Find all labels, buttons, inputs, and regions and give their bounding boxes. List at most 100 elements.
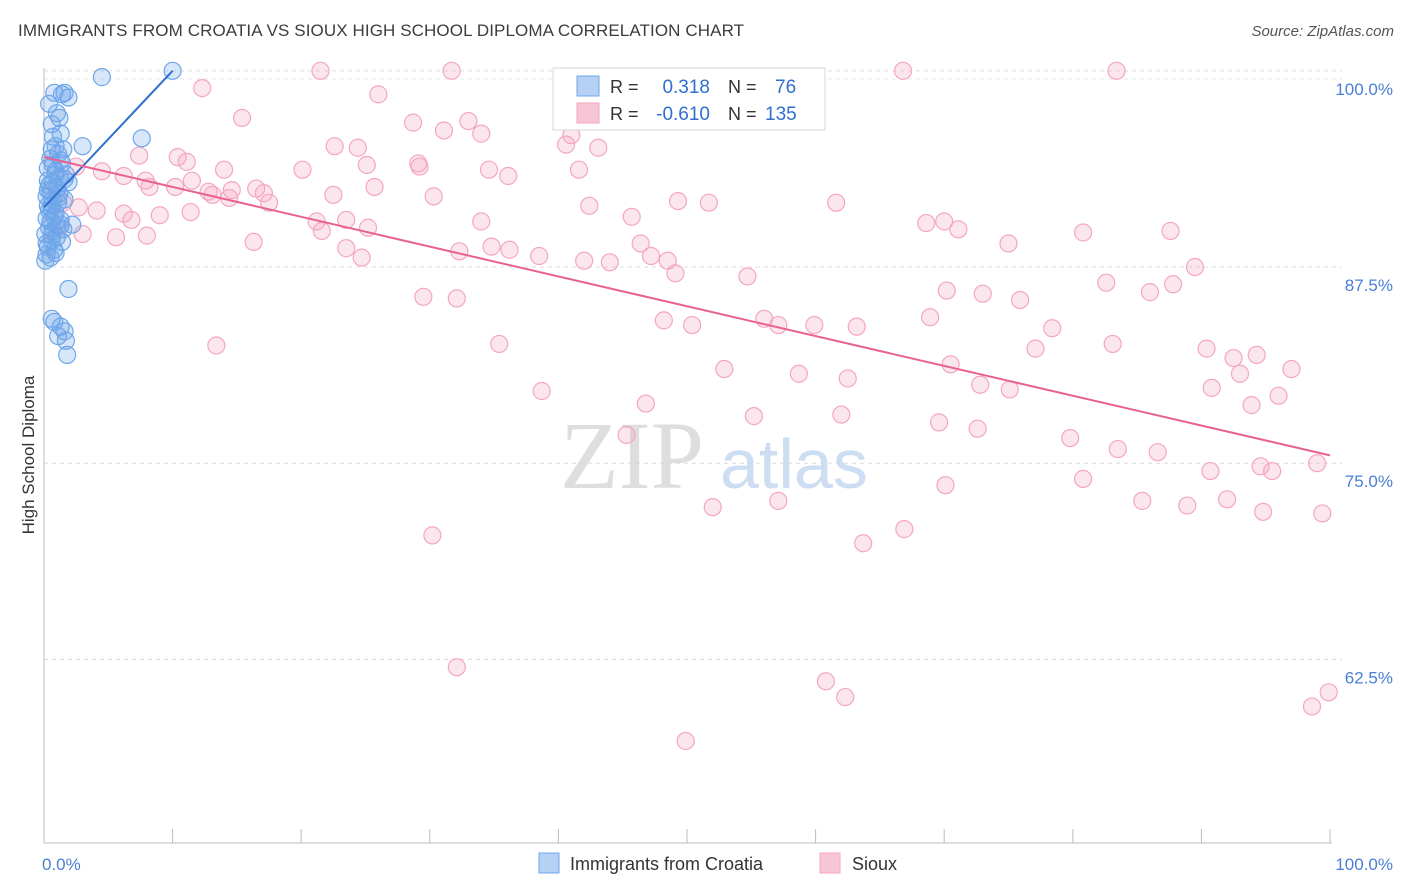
sioux-point [1103, 334, 1122, 354]
sioux-point [1251, 457, 1270, 476]
sioux-point [805, 315, 824, 335]
sioux-point [337, 239, 356, 258]
sioux-point [1140, 283, 1160, 302]
sioux-point [683, 315, 702, 335]
sioux-point [369, 85, 388, 104]
sioux-point [941, 355, 960, 374]
sioux-point [557, 135, 576, 154]
sioux-point [214, 160, 234, 179]
y-axis-label: High School Diploma [19, 375, 38, 534]
y-tick-label: 62.5% [1345, 668, 1393, 687]
croatia-point [46, 137, 65, 156]
sioux-point [589, 138, 608, 157]
sioux-point [357, 155, 376, 175]
sioux-point [816, 672, 835, 691]
sioux-point [847, 317, 866, 336]
points-layer [36, 61, 1338, 751]
sioux-point [122, 210, 141, 230]
sioux-point [69, 198, 88, 217]
watermark-zip: ZIP [560, 402, 704, 509]
croatia-point [40, 94, 59, 113]
croatia-point [56, 331, 75, 350]
sioux-point [254, 184, 274, 203]
sioux-point [423, 526, 442, 545]
sioux-point [838, 369, 857, 388]
sioux-point [410, 157, 429, 176]
x-tick-label: 100.0% [1335, 855, 1393, 874]
legend-swatch-croatia [576, 75, 600, 97]
legend-sioux-n-value: 135 [765, 104, 797, 125]
croatia-point [46, 243, 65, 262]
sioux-point [424, 187, 443, 206]
sioux-point [836, 687, 855, 707]
croatia-point [55, 190, 74, 209]
sioux-point [631, 234, 650, 253]
sioux-point [1313, 504, 1332, 523]
sioux-point [530, 246, 549, 266]
sioux-point [193, 78, 212, 98]
sioux-point [472, 124, 491, 143]
sioux-point [769, 491, 788, 510]
sioux-point [1133, 491, 1152, 510]
sioux-point [622, 207, 641, 226]
sioux-point [854, 534, 873, 553]
sioux-point [1010, 290, 1030, 310]
sioux-point [1224, 348, 1243, 368]
legend-croatia-n-value: 76 [775, 77, 796, 98]
sioux-point [414, 287, 433, 306]
sioux-point [703, 498, 722, 517]
sioux-point [447, 658, 466, 677]
sioux-point [181, 202, 200, 222]
sioux-point [259, 193, 279, 212]
sioux-point [150, 206, 169, 225]
sioux-point [479, 160, 499, 179]
sioux-point [1026, 339, 1045, 358]
sioux-point [893, 61, 913, 80]
sioux-point [182, 171, 201, 190]
sioux-point [936, 476, 955, 495]
sioux-point [935, 212, 954, 231]
sioux-point [1107, 61, 1126, 80]
croatia-point [63, 215, 82, 234]
sioux-point [699, 193, 718, 212]
croatia-trend-line [43, 70, 174, 209]
sioux-point [447, 289, 466, 308]
sioux-point [106, 228, 126, 247]
sioux-point [917, 213, 936, 233]
sioux-point [168, 148, 187, 167]
legend-croatia-n-label: N = [728, 77, 757, 97]
sioux-point [715, 359, 734, 379]
sioux-point [1061, 428, 1080, 448]
sioux-point [1302, 697, 1322, 716]
legend-croatia-r-label: R = [610, 77, 639, 97]
sioux-point [244, 232, 263, 252]
sioux-point [1269, 386, 1288, 405]
sioux-point [971, 375, 990, 394]
sioux-point [1097, 273, 1116, 292]
croatia-point [59, 279, 78, 299]
sioux-point [1242, 396, 1261, 415]
bottom-legend-swatch-sioux [819, 852, 841, 874]
sioux-point [365, 177, 384, 197]
croatia-point [47, 104, 66, 123]
sioux-point [1197, 339, 1216, 358]
sioux-point [337, 210, 356, 230]
sioux-point [617, 425, 636, 445]
sioux-point [968, 419, 987, 438]
sioux-point [434, 121, 454, 140]
sioux-point [569, 160, 589, 179]
trend-layer [43, 70, 1331, 457]
sioux-point [311, 61, 330, 80]
axes-layer: 100.0% 87.5% 75.0% 62.5% 0.0% 100.0% [42, 68, 1393, 874]
sioux-point [999, 234, 1018, 253]
sioux-point [1043, 319, 1062, 338]
sioux-point [641, 246, 661, 266]
sioux-point [1178, 496, 1197, 515]
bottom-legend-swatch-croatia [538, 852, 560, 874]
sioux-point [207, 336, 226, 355]
sioux-point [403, 113, 423, 132]
sioux-point [87, 201, 106, 220]
sioux-point [949, 220, 968, 239]
sioux-point [325, 137, 344, 156]
